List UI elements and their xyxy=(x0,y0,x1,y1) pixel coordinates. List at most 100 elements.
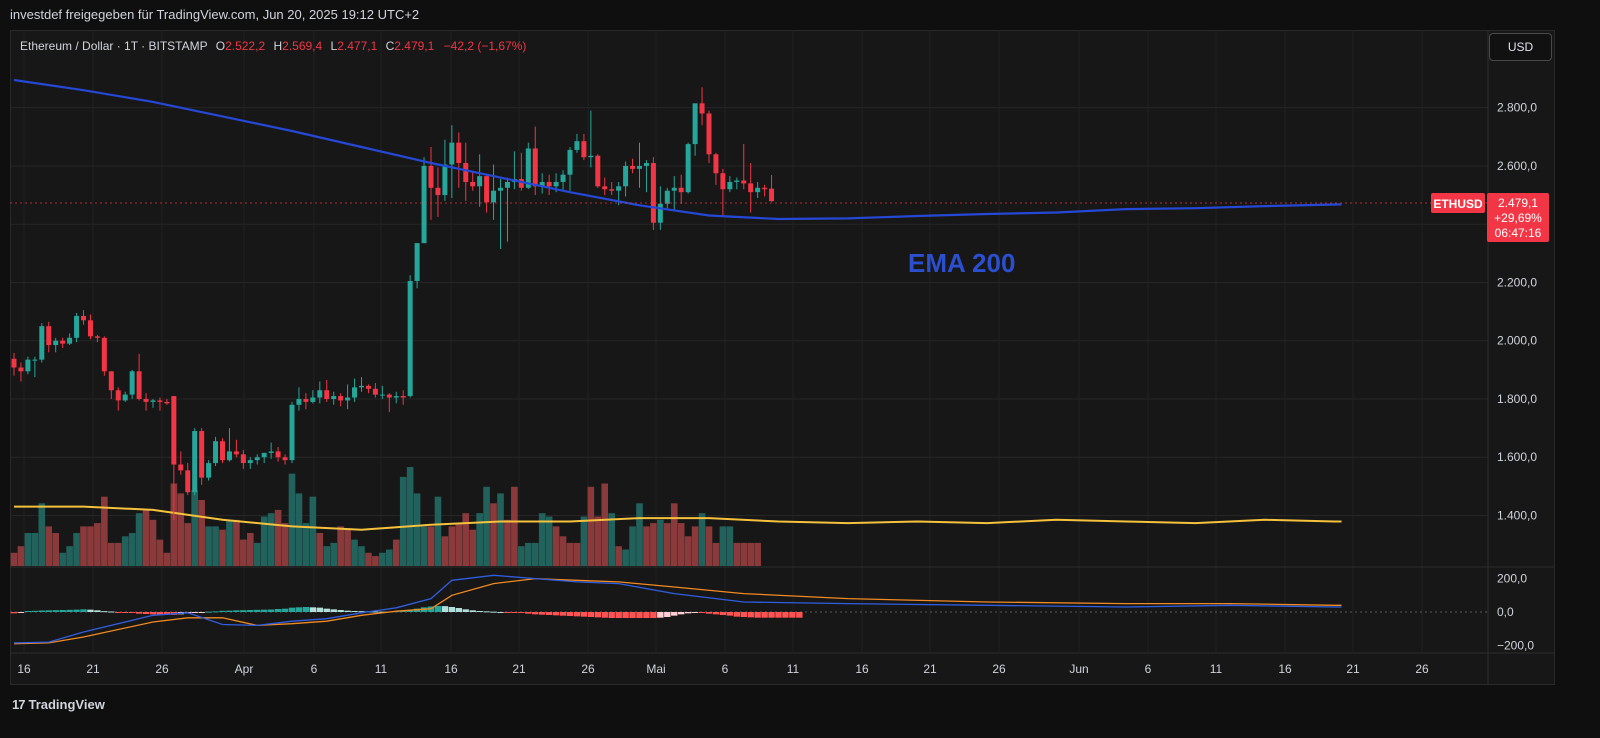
candle xyxy=(692,103,698,156)
macd-histogram-bar xyxy=(601,612,608,618)
candle-body xyxy=(331,396,337,399)
volume-bar xyxy=(511,486,518,566)
candle xyxy=(539,173,545,194)
candle-body xyxy=(400,396,406,398)
time-tick-label: 21 xyxy=(512,662,526,676)
macd-tick-label: 200,0 xyxy=(1497,572,1527,586)
macd-histogram-bar xyxy=(455,607,462,612)
volume-bar xyxy=(469,529,476,566)
volume-bar xyxy=(66,546,73,566)
candle xyxy=(324,380,330,402)
volume-bar xyxy=(233,519,240,566)
volume-bar xyxy=(525,542,532,566)
candle xyxy=(136,353,142,401)
macd-histogram-bar xyxy=(10,612,18,614)
volume-bar xyxy=(73,533,80,566)
candle-body xyxy=(129,371,135,395)
candle-body xyxy=(296,398,302,405)
candle xyxy=(769,174,775,202)
candle xyxy=(720,168,726,216)
macd-histogram-bar xyxy=(191,612,198,613)
currency-button[interactable]: USD xyxy=(1489,33,1552,61)
macd-histogram-bar xyxy=(128,612,136,614)
candle xyxy=(150,398,156,408)
candle-body xyxy=(157,400,163,402)
macd-histogram-bar xyxy=(233,610,240,612)
candle-body xyxy=(692,103,698,145)
macd-signal-line xyxy=(13,577,1342,645)
candle xyxy=(338,393,344,407)
change-value: −42,2 (−1,67%) xyxy=(443,39,527,53)
macd-histogram-bar xyxy=(712,612,720,615)
volume-bar xyxy=(108,542,115,566)
candle-body xyxy=(671,187,677,191)
candle-body xyxy=(213,441,219,464)
ohlc-legend: Ethereum / Dollar · 1T · BITSTAMP O2.522… xyxy=(20,39,526,53)
macd-histogram-bar xyxy=(219,610,226,612)
macd-histogram-bar xyxy=(504,612,511,613)
candle xyxy=(470,171,476,191)
candle-body xyxy=(233,451,239,455)
candle-body xyxy=(428,165,434,188)
candle xyxy=(567,147,573,191)
candle xyxy=(525,142,531,190)
candle-body xyxy=(616,186,622,191)
candle-body xyxy=(94,336,100,338)
candle-body xyxy=(101,337,107,372)
volume-bar xyxy=(684,536,692,566)
candle xyxy=(498,179,503,249)
candle xyxy=(595,154,601,188)
macd-histogram-bar xyxy=(254,609,261,612)
candle xyxy=(560,170,566,191)
volume-bar xyxy=(448,526,456,566)
candle xyxy=(379,385,385,399)
volume-bar xyxy=(45,526,53,566)
candle xyxy=(407,275,413,398)
tradingview-logo[interactable]: 17 TradingView xyxy=(12,697,105,712)
volume-bar xyxy=(281,523,289,566)
macd-histogram-bar xyxy=(761,612,768,618)
volume-bar xyxy=(636,503,643,566)
candle xyxy=(226,428,232,462)
chart-frame[interactable] xyxy=(10,30,1555,685)
candle-body xyxy=(268,451,274,453)
volume-bar xyxy=(420,526,428,566)
volume-bar xyxy=(559,536,567,566)
macd-histogram-bar xyxy=(691,612,699,613)
candle-body xyxy=(741,180,747,184)
volume-bar xyxy=(247,533,254,566)
candle-body xyxy=(748,183,754,193)
macd-histogram-bar xyxy=(17,612,25,614)
candle xyxy=(435,167,441,217)
candle xyxy=(442,139,448,201)
candle-body xyxy=(727,181,733,190)
macd-histogram-bar xyxy=(142,612,150,615)
macd-histogram-bar xyxy=(288,607,296,612)
candle xyxy=(53,337,59,353)
volume-bar xyxy=(677,523,685,566)
candle xyxy=(39,323,45,363)
candle xyxy=(303,393,309,410)
symbol-title[interactable]: Ethereum / Dollar · 1T · BITSTAMP xyxy=(20,39,208,53)
candle-body xyxy=(484,176,490,203)
macd-histogram-bar xyxy=(733,612,740,617)
candle-body xyxy=(108,371,114,391)
macd-histogram-bar xyxy=(434,605,442,612)
candle xyxy=(87,314,93,340)
candle-body xyxy=(456,142,462,164)
time-tick-label: 26 xyxy=(155,662,169,676)
volume-bar xyxy=(198,500,205,566)
volume-bar xyxy=(705,526,713,566)
candle-body xyxy=(713,154,719,174)
macd-histogram-bar xyxy=(698,612,706,614)
macd-histogram-bar xyxy=(622,612,629,619)
candle xyxy=(706,110,712,164)
candle xyxy=(199,428,205,485)
candle-body xyxy=(699,103,705,114)
volume-bar xyxy=(372,556,379,566)
candle-body xyxy=(199,431,205,478)
candle-body xyxy=(623,165,629,187)
candle-body xyxy=(477,176,483,187)
macd-histogram-bar xyxy=(295,607,303,612)
